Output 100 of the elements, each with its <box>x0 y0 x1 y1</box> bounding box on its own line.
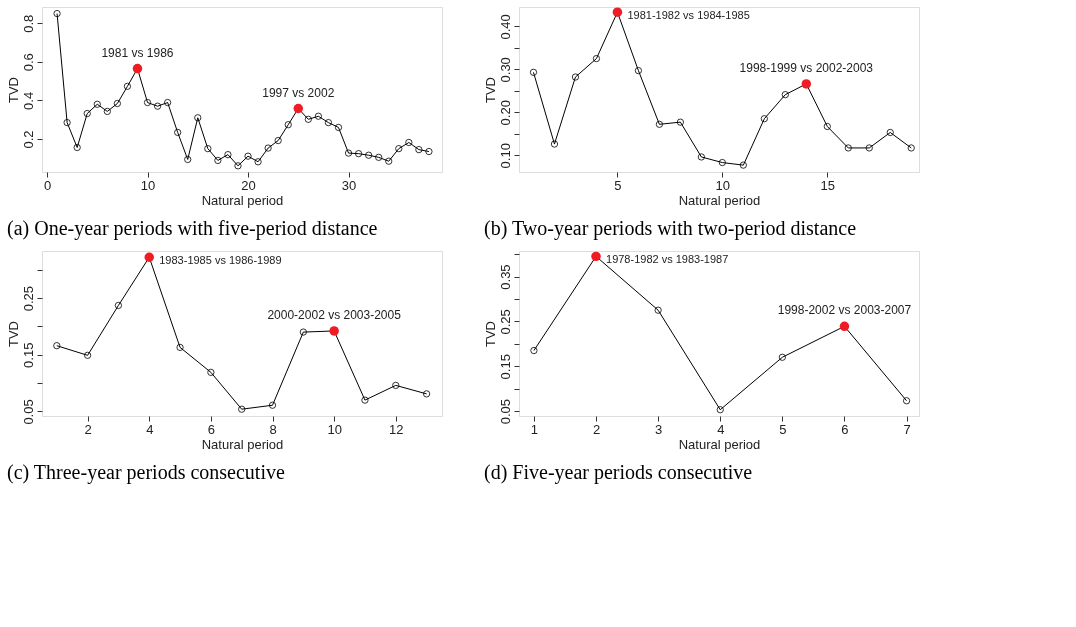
point <box>676 118 684 126</box>
y-tick-label: 0.30 <box>497 57 513 83</box>
x-tick-label: 4 <box>146 421 154 437</box>
point <box>154 102 162 110</box>
point <box>781 91 789 99</box>
y-tick-label: 0.10 <box>497 143 513 169</box>
point <box>204 145 212 153</box>
y-tick-label: 0.40 <box>497 14 513 40</box>
y-axis-title: TVD <box>482 77 498 103</box>
point <box>334 123 343 131</box>
point <box>778 353 786 361</box>
x-tick-label: 2 <box>84 421 92 437</box>
y-tick-label: 0.2 <box>20 130 36 149</box>
x-tick-label: 5 <box>614 177 622 193</box>
point <box>84 351 92 359</box>
point <box>344 149 353 157</box>
point <box>113 99 121 108</box>
point <box>395 145 403 153</box>
x-tick-label: 7 <box>903 421 911 437</box>
text: (d) Five-year periods consecutive <box>484 461 753 484</box>
point <box>314 112 322 120</box>
annotation: 1983-1985 vs 1986-1989 <box>159 254 282 267</box>
point <box>903 397 911 405</box>
y-axis-title: TVD <box>5 321 21 347</box>
point <box>268 401 277 409</box>
point <box>176 343 184 351</box>
point <box>415 146 423 154</box>
annotation: 1981 vs 1986 <box>101 45 174 60</box>
y-tick-label: 0.4 <box>20 91 36 110</box>
point <box>392 381 400 389</box>
point <box>530 346 538 355</box>
point <box>53 10 61 18</box>
x-tick-label: 2 <box>592 421 601 437</box>
point <box>63 119 71 127</box>
point <box>114 301 122 309</box>
point <box>385 157 393 165</box>
x-tick-label: 6 <box>841 421 849 437</box>
point <box>405 138 413 147</box>
point <box>93 100 101 108</box>
point <box>53 342 61 350</box>
annotation: 2000-2002 vs 2003-2005 <box>267 307 402 322</box>
x-axis-title: Natural period <box>678 436 761 452</box>
point <box>654 306 662 314</box>
x-tick-label: 6 <box>207 421 215 437</box>
point <box>274 136 282 145</box>
x-tick-label: 3 <box>655 421 663 437</box>
point <box>164 98 172 107</box>
y-tick-label: 0.25 <box>20 285 36 312</box>
y-tick-label: 0.05 <box>20 399 36 425</box>
point <box>324 119 332 127</box>
point <box>234 162 242 170</box>
point <box>739 161 747 169</box>
point <box>844 144 852 152</box>
point <box>224 151 232 159</box>
point <box>823 122 831 131</box>
point <box>655 120 663 128</box>
point <box>184 155 192 164</box>
x-tick-label: 10 <box>327 421 342 437</box>
point <box>254 158 262 166</box>
annotation: 1978-1982 vs 1983-1987 <box>606 253 729 266</box>
y-tick-label: 0.25 <box>497 309 513 335</box>
annotation: 1998-1999 vs 2002-2003 <box>739 60 874 75</box>
point <box>760 115 768 123</box>
x-tick-label: 12 <box>389 421 404 437</box>
point <box>284 121 292 129</box>
text: (b) Two-year periods with two-period distance <box>484 217 857 240</box>
point <box>716 406 724 414</box>
point <box>697 153 705 161</box>
point <box>592 55 600 63</box>
annotation: 1981-1982 vs 1984-1985 <box>627 9 750 22</box>
y-tick-label: 0.8 <box>20 14 36 33</box>
point <box>238 405 246 413</box>
x-tick-label: 10 <box>715 177 731 193</box>
point <box>865 144 873 152</box>
point <box>304 115 312 123</box>
point <box>718 158 726 167</box>
point <box>264 144 272 152</box>
point <box>299 328 307 336</box>
y-tick-label: 0.15 <box>20 342 36 368</box>
x-tick-label: 30 <box>341 177 357 193</box>
x-tick-label: 15 <box>820 177 836 193</box>
point <box>571 73 580 81</box>
y-axis-title: TVD <box>482 321 498 347</box>
x-tick-label: 1 <box>530 421 539 437</box>
point <box>634 67 642 75</box>
point <box>174 128 182 136</box>
x-tick-label: 10 <box>140 177 156 193</box>
point <box>365 151 373 159</box>
point <box>907 144 915 152</box>
x-axis-title: Natural period <box>201 436 284 452</box>
point <box>375 153 383 161</box>
point <box>214 156 222 164</box>
y-tick-label: 0.05 <box>497 398 513 425</box>
x-tick-label: 0 <box>43 177 52 193</box>
annotation: 1997 vs 2002 <box>262 85 335 100</box>
point <box>423 390 431 398</box>
point <box>103 107 111 115</box>
point <box>123 82 131 90</box>
y-tick-label: 0.20 <box>497 100 513 126</box>
point <box>194 114 202 122</box>
